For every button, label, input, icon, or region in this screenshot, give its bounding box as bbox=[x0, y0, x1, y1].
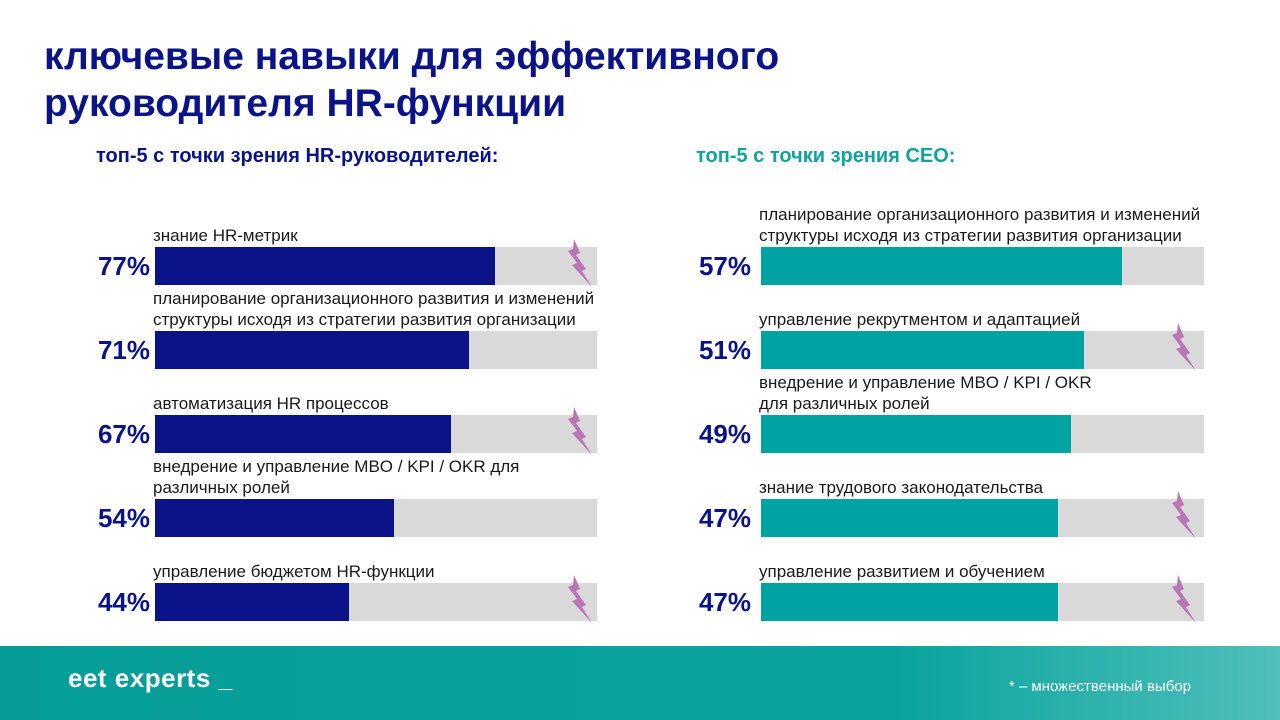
title-line-1: ключевые навыки для эффективного bbox=[44, 35, 780, 78]
hr-bar-label-line: структуры исходя из стратегии развития о… bbox=[153, 310, 576, 329]
ceo-bar-label-line: управление рекрутментом и адаптацией bbox=[759, 310, 1081, 329]
hr-value-label: 67% bbox=[97, 419, 150, 449]
ceo-bar bbox=[761, 247, 1122, 285]
ceo-value-label: 47% bbox=[698, 587, 751, 617]
hr-bar-label-line: внедрение и управление MBO / KPI / OKR д… bbox=[153, 457, 520, 476]
ceo-value-label: 57% bbox=[698, 251, 751, 281]
right-chart-title: топ-5 с точки зрения CEO: bbox=[696, 145, 956, 167]
hr-value-label: 77% bbox=[97, 251, 150, 281]
hr-bar bbox=[155, 583, 350, 621]
ceo-bar-label-line: знание трудового законодательства bbox=[759, 478, 1044, 497]
hr-bar bbox=[155, 499, 394, 537]
ceo-bar-label-line: внедрение и управление MBO / KPI / OKR bbox=[759, 373, 1092, 392]
ceo-bar bbox=[761, 583, 1059, 621]
footer-band: eet experts _ * – множественный выбор bbox=[0, 646, 1280, 720]
hr-bar-label-line: управление бюджетом HR-функции bbox=[153, 562, 435, 581]
ceo-bar-track bbox=[761, 415, 1204, 453]
hr-bar-label-line: знание HR-метрик bbox=[153, 226, 298, 245]
left-chart-title: топ-5 с точки зрения HR-руководителей: bbox=[96, 145, 499, 167]
hr-bar-label-line: различных ролей bbox=[153, 478, 290, 497]
lightning-icon bbox=[568, 575, 592, 623]
ceo-bar-track bbox=[761, 499, 1204, 537]
ceo-bar-label: планирование организационного развития и… bbox=[759, 204, 1200, 246]
ceo-value-label: 49% bbox=[698, 419, 751, 449]
lightning-icon bbox=[1172, 323, 1196, 371]
hr-bar-label: внедрение и управление MBO / KPI / OKR д… bbox=[153, 456, 519, 498]
lightning-icon bbox=[568, 407, 592, 455]
ceo-bar bbox=[761, 499, 1059, 537]
hr-bar-track bbox=[155, 499, 597, 537]
hr-bar-label-line: автоматизация HR процессов bbox=[153, 394, 389, 413]
hr-bar-track bbox=[155, 331, 597, 369]
ceo-bar-label: управление развитием и обучением bbox=[759, 561, 1045, 582]
ceo-bar-label: управление рекрутментом и адаптацией bbox=[759, 309, 1080, 330]
ceo-bar-label: внедрение и управление MBO / KPI / OKR дл… bbox=[759, 372, 1092, 414]
lightning-icon bbox=[568, 239, 592, 287]
ceo-bar-track bbox=[761, 331, 1204, 369]
hr-value-label: 54% bbox=[97, 503, 150, 533]
ceo-bar-label: знание трудового законодательства bbox=[759, 477, 1043, 498]
ceo-bar-label-line: для различных ролей bbox=[759, 394, 930, 413]
footnote: * – множественный выбор bbox=[1008, 678, 1191, 695]
ceo-value-label: 47% bbox=[698, 503, 751, 533]
ceo-bar-track bbox=[761, 583, 1204, 621]
ceo-bar bbox=[761, 331, 1084, 369]
company-logo: eet experts _ bbox=[68, 663, 234, 693]
hr-bar-label-line: планирование организационного развития и… bbox=[153, 289, 595, 308]
ceo-bar-label-line: планирование организационного развития и… bbox=[759, 205, 1201, 224]
hr-value-label: 71% bbox=[97, 335, 150, 365]
ceo-bar-label-line: управление развитием и обучением bbox=[759, 562, 1045, 581]
hr-bar bbox=[155, 415, 452, 453]
lightning-icon bbox=[1172, 491, 1196, 539]
hr-bar-label: управление бюджетом HR-функции bbox=[153, 561, 435, 582]
hr-bar-track bbox=[155, 247, 597, 285]
hr-bar bbox=[155, 247, 496, 285]
hr-bar bbox=[155, 331, 469, 369]
hr-bar-label: автоматизация HR процессов bbox=[153, 393, 389, 414]
hr-bar-label: знание HR-метрик bbox=[153, 225, 298, 246]
page-title: ключевые навыки для эффективного руковод… bbox=[44, 33, 779, 127]
hr-value-label: 44% bbox=[97, 587, 150, 617]
ceo-value-label: 51% bbox=[698, 335, 751, 365]
ceo-bar bbox=[761, 415, 1072, 453]
lightning-icon bbox=[1172, 575, 1196, 623]
hr-bar-track bbox=[155, 583, 597, 621]
hr-bar-label: планирование организационного развития и… bbox=[153, 288, 594, 330]
ceo-bar-track bbox=[761, 247, 1204, 285]
ceo-bar-label-line: структуры исходя из стратегии развития о… bbox=[759, 226, 1182, 245]
hr-bar-track bbox=[155, 415, 597, 453]
title-line-2: руководителя HR-функции bbox=[44, 82, 567, 125]
